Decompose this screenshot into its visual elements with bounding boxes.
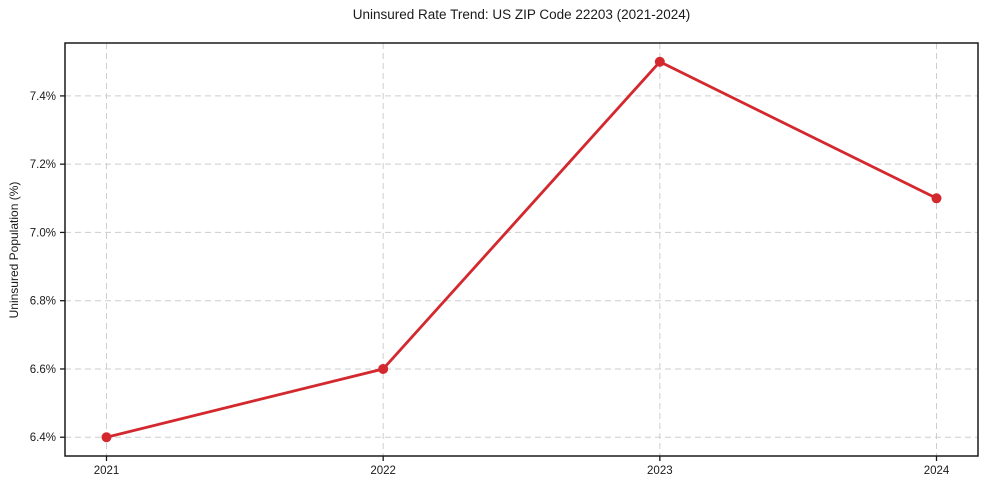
data-point-marker: [101, 432, 112, 443]
y-tick-label: 7.2%: [30, 159, 56, 171]
data-point-marker: [931, 193, 942, 204]
x-tick-label: 2023: [647, 465, 673, 477]
x-tick-label: 2021: [94, 465, 120, 477]
chart-title: Uninsured Rate Trend: US ZIP Code 22203 …: [352, 7, 691, 22]
y-tick-label: 6.4%: [30, 432, 56, 444]
plot-border: [64, 42, 979, 457]
y-tick-label: 7.0%: [30, 227, 56, 239]
axis-ticks: [60, 95, 938, 461]
gridlines: [65, 43, 978, 456]
y-tick-label: 6.8%: [30, 296, 56, 308]
x-tick-label: 2022: [370, 465, 396, 477]
tick-labels: 6.4% 6.6% 6.8% 7.0% 7.2% 7.4% 2021 2022 2023 2024: [30, 91, 950, 477]
x-tick-label: 2024: [924, 465, 950, 477]
y-tick-label: 6.6%: [30, 364, 56, 376]
data-point-marker: [378, 363, 389, 374]
y-tick-label: 7.4%: [30, 91, 56, 103]
data-point-marker: [654, 56, 665, 67]
trend-line: [105, 60, 938, 439]
